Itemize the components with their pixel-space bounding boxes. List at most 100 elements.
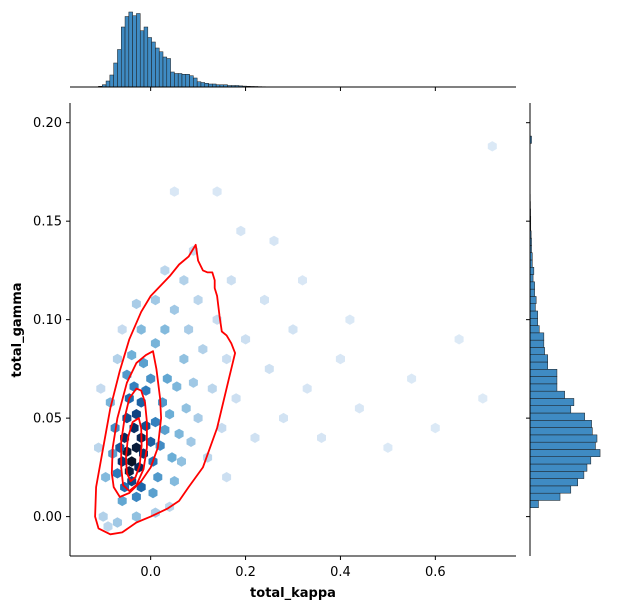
hexbin-cell bbox=[103, 521, 113, 532]
hexbin-cell bbox=[212, 186, 222, 197]
hexbin-cell bbox=[430, 422, 440, 434]
hexbin-cell bbox=[317, 432, 326, 443]
marginal-y-bar bbox=[529, 288, 535, 297]
kde-contour-outer bbox=[94, 243, 236, 536]
marginal-x-bar bbox=[196, 81, 202, 88]
marginal-y-bar bbox=[529, 398, 575, 406]
hexbin-cell bbox=[236, 225, 246, 237]
marginal-y-bar bbox=[529, 347, 545, 355]
hexbin-cell bbox=[160, 265, 170, 276]
hexbin-cell bbox=[193, 412, 203, 424]
hexbin-cell bbox=[112, 353, 122, 365]
marginal-y-bar bbox=[529, 449, 601, 457]
hexbin-cell bbox=[148, 487, 158, 499]
marginal-x-bar bbox=[174, 73, 179, 88]
hexbin-cell bbox=[117, 456, 127, 467]
marginal-y-bar bbox=[529, 478, 578, 487]
marginal-y-bar bbox=[529, 441, 596, 450]
marginal-x-bar bbox=[177, 73, 183, 88]
marginal-y-bar bbox=[529, 310, 538, 319]
x-tick-label: 0.4 bbox=[330, 565, 351, 580]
marginal-y-bar bbox=[529, 376, 558, 385]
kde-contour-core bbox=[125, 417, 143, 483]
hexbin-cell bbox=[241, 334, 251, 345]
marginal-x-bar bbox=[158, 51, 164, 88]
hexbin-cell bbox=[146, 373, 156, 384]
marginal-y-bar bbox=[529, 420, 592, 428]
hexbin-cell bbox=[487, 141, 497, 152]
hexbin-cell bbox=[96, 383, 106, 394]
hexbin-cell bbox=[269, 235, 279, 247]
hexbin-cell bbox=[186, 436, 196, 447]
marginal-x-bar bbox=[170, 71, 175, 88]
marginal-y-bar bbox=[529, 412, 585, 421]
hexbin-cell bbox=[141, 385, 151, 396]
hexbin-cell bbox=[188, 377, 198, 388]
y-tick-label: 0.15 bbox=[33, 215, 62, 230]
hexbin-cell bbox=[174, 428, 184, 440]
hexbin-cell bbox=[169, 304, 179, 315]
hexbin-cell bbox=[162, 373, 172, 384]
marginal-y-bar bbox=[529, 339, 545, 348]
x-tick-label: 0.2 bbox=[235, 565, 256, 580]
marginal-y-bar bbox=[529, 456, 592, 465]
marginal-y-bar bbox=[529, 471, 585, 479]
hexbin-cell bbox=[279, 412, 288, 424]
hexbin-cell bbox=[98, 511, 108, 522]
hexbin-cell bbox=[222, 353, 232, 365]
hexbin-cell bbox=[184, 324, 194, 335]
marginal-x-bar bbox=[105, 80, 111, 88]
hexbin-cell bbox=[167, 452, 177, 463]
kde-contours bbox=[94, 243, 236, 536]
marginal-x-bar bbox=[136, 13, 141, 88]
marginal-y-bar bbox=[529, 325, 540, 334]
marginal-x-bar bbox=[109, 74, 114, 88]
marginal-y-bar bbox=[529, 463, 588, 472]
hexbin-cell bbox=[153, 472, 163, 483]
marginal-x-bar bbox=[185, 74, 190, 88]
marginal-y-bar bbox=[529, 434, 598, 443]
hexbin-cell bbox=[198, 344, 208, 355]
hexbin-cell bbox=[478, 393, 488, 404]
marginal-x-bar bbox=[128, 11, 133, 88]
hexbin-cell bbox=[94, 442, 103, 453]
marginal-y-ticks bbox=[526, 122, 530, 518]
hexbin-cell bbox=[127, 349, 137, 361]
y-tick-label: 0.05 bbox=[33, 412, 62, 427]
hexbin-cell bbox=[181, 403, 191, 414]
hexbin-cell bbox=[141, 420, 151, 432]
hexbin-cell bbox=[131, 409, 141, 420]
marginal-y-bar bbox=[529, 281, 535, 290]
hexbin-cell bbox=[222, 472, 232, 483]
hexbin-cell bbox=[298, 275, 307, 286]
y-tick-label: 0.20 bbox=[33, 116, 62, 131]
y-axis-ticks: 0.00 0.05 0.10 0.15 0.20 bbox=[33, 116, 70, 525]
marginal-y-bar bbox=[529, 405, 572, 414]
hexbin-cell bbox=[127, 456, 137, 467]
marginal-y-bar bbox=[529, 485, 572, 494]
hexbin-cell bbox=[146, 436, 156, 447]
marginal-x-bar bbox=[155, 47, 160, 88]
marginal-x-bar bbox=[151, 41, 156, 88]
hexbin-cell bbox=[131, 298, 141, 310]
hexbin-cell bbox=[131, 491, 141, 503]
marginal-x-bar bbox=[189, 75, 194, 88]
x-tick-label: 0.0 bbox=[140, 565, 161, 580]
marginal-x-bar bbox=[132, 15, 137, 88]
kde-contour-inner bbox=[120, 387, 148, 492]
marginal-y-bar bbox=[529, 427, 593, 436]
hexbin-cell bbox=[407, 373, 417, 384]
marginal-x-bar bbox=[124, 16, 130, 88]
hexbin-cell bbox=[288, 324, 298, 335]
hexbin-cell bbox=[260, 294, 269, 306]
hexbin-cell bbox=[179, 353, 189, 365]
hexbin-cell bbox=[250, 432, 260, 443]
marginal-y-bar bbox=[529, 267, 535, 275]
y-tick-label: 0.00 bbox=[33, 510, 62, 525]
hexbin-cell bbox=[165, 409, 175, 420]
marginal-y-bar bbox=[529, 354, 548, 363]
x-tick-label: 0.6 bbox=[425, 565, 446, 580]
hexbin-cell bbox=[112, 468, 122, 479]
marginal-x-bar bbox=[139, 30, 145, 88]
hexbin-cell bbox=[129, 381, 139, 392]
